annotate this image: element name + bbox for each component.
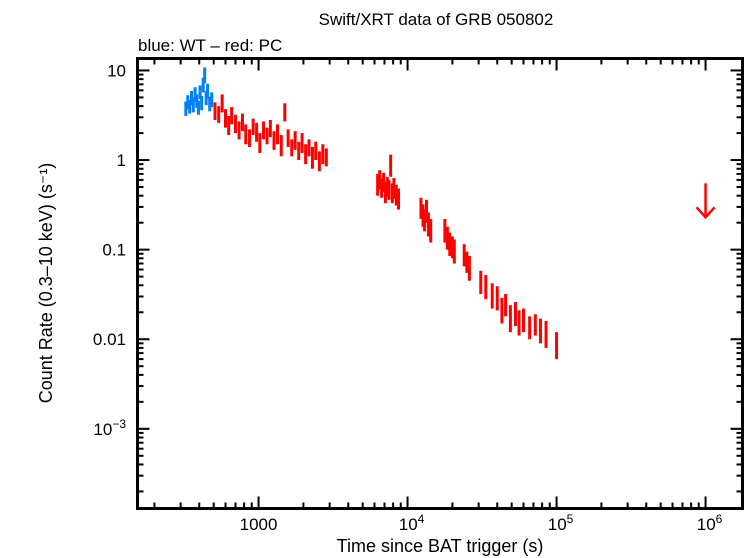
wt-data-point: [203, 67, 207, 84]
pc-data-point: [443, 218, 447, 243]
pc-data-point: [397, 188, 401, 210]
x-tick-label: 1000: [240, 515, 278, 534]
pc-data-point: [426, 212, 430, 237]
pc-data-point: [429, 218, 433, 243]
pc-upper-limit: [695, 183, 716, 220]
pc-data-point: [237, 121, 241, 140]
pc-data-point: [262, 121, 266, 140]
pc-data-point: [479, 270, 483, 294]
pc-data-point: [220, 94, 224, 113]
pc-data-point: [258, 133, 262, 153]
pc-data-point: [495, 286, 499, 311]
pc-data-point: [217, 106, 221, 123]
pc-data-point: [227, 116, 231, 136]
pc-data-point: [293, 131, 297, 150]
wt-data-point: [200, 95, 204, 111]
y-tick-label: 0.01: [93, 330, 126, 349]
y-tick-label: 10: [107, 61, 126, 80]
pc-data-point: [324, 148, 328, 167]
wt-data-point: [201, 77, 205, 93]
wt-data-point: [196, 100, 200, 115]
wt-data-point: [210, 92, 214, 108]
pc-data-point: [382, 172, 386, 192]
pc-data-point: [304, 144, 308, 165]
pc-data-point: [283, 103, 287, 122]
wt-data-point: [191, 97, 195, 113]
plot-frame: [136, 57, 744, 510]
pc-data-point: [268, 119, 272, 138]
pc-data-point: [279, 135, 283, 157]
pc-data-point: [555, 332, 559, 360]
pc-data-point: [513, 302, 517, 327]
pc-data-point: [389, 154, 393, 177]
x-axis-label: Time since BAT trigger (s): [337, 536, 544, 556]
pc-data-point: [213, 102, 217, 120]
x-tick-label: 105: [548, 512, 574, 534]
pc-data-point: [544, 320, 548, 348]
pc-data-point: [265, 127, 269, 145]
pc-data-point: [230, 107, 234, 125]
pc-data-point: [517, 310, 521, 336]
wt-data-point: [206, 83, 210, 99]
pc-data-point: [251, 118, 255, 136]
pc-data-point: [321, 144, 325, 165]
chart-title: Swift/XRT data of GRB 050802: [319, 10, 554, 29]
pc-data-point: [307, 139, 311, 157]
pc-data-point: [521, 308, 525, 333]
pc-data-point: [286, 129, 290, 147]
pc-data-point: [392, 178, 396, 199]
y-tick-label: 0.1: [102, 241, 126, 260]
pc-data-point: [224, 109, 228, 128]
pc-data-point: [504, 293, 508, 317]
pc-data-point: [297, 141, 301, 161]
pc-data-point: [300, 133, 304, 153]
pc-data-point: [500, 297, 504, 324]
pc-data-point: [424, 199, 428, 223]
pc-data-point: [387, 179, 391, 200]
wt-data-point: [188, 99, 192, 114]
pc-data-point: [240, 113, 244, 132]
y-axis-label: Count Rate (0.3–10 keV) (s⁻¹): [36, 163, 56, 404]
pc-data-point: [445, 226, 449, 250]
pc-data-point: [255, 122, 259, 142]
pc-data-point: [490, 283, 494, 309]
y-tick-label: 1: [117, 151, 126, 170]
pc-data-point: [317, 151, 321, 172]
wt-data-point: [193, 87, 197, 102]
pc-data-point: [508, 305, 512, 333]
x-tick-label: 104: [399, 512, 425, 534]
pc-data-point: [528, 316, 532, 340]
pc-data-point: [275, 124, 279, 145]
pc-data-point: [538, 318, 542, 344]
pc-data-point: [248, 129, 252, 147]
pc-data-point: [290, 139, 294, 157]
pc-data-point: [467, 255, 471, 281]
down-arrow-icon: [695, 206, 716, 220]
pc-data-point: [272, 131, 276, 150]
pc-data-point: [314, 141, 318, 161]
pc-data-point: [465, 251, 469, 273]
pc-data-point: [533, 314, 537, 336]
chart-subtitle: blue: WT – red: PC: [138, 36, 282, 55]
pc-data-point: [233, 114, 237, 134]
wt-data-point: [198, 85, 202, 100]
x-tick-label: 106: [697, 512, 723, 534]
pc-data-point: [394, 184, 398, 206]
pc-data-point: [310, 146, 314, 169]
pc-data-point: [452, 239, 456, 264]
y-tick-label: 10−3: [93, 417, 126, 439]
pc-data-point: [462, 244, 466, 267]
pc-data-point: [448, 232, 452, 256]
pc-data-point: [484, 275, 488, 300]
pc-data-point: [244, 124, 248, 145]
